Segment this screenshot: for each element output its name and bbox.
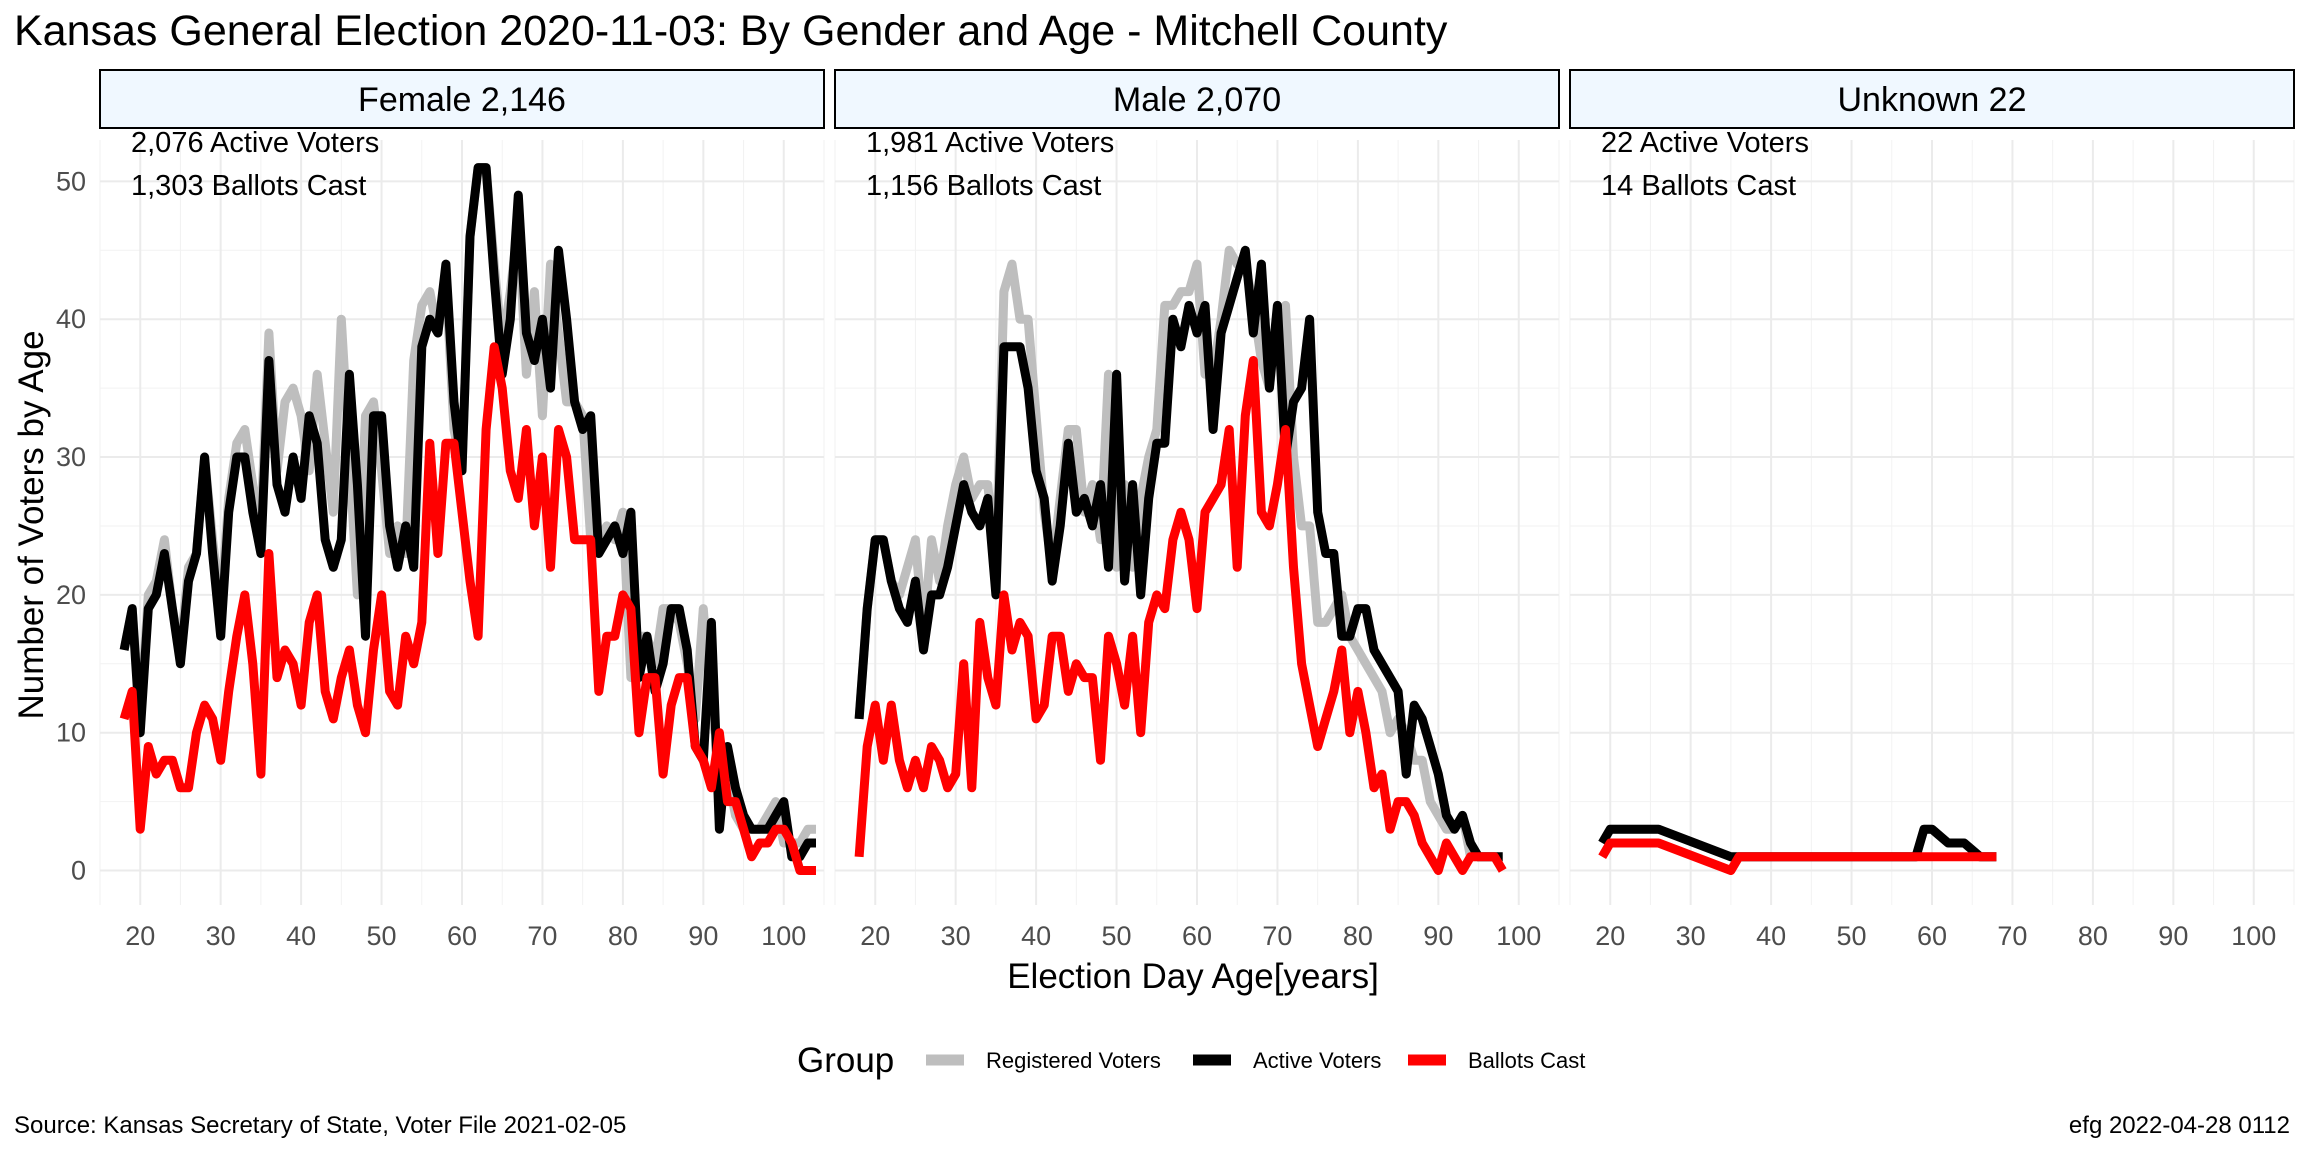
series-line-registered — [854, 245, 1503, 862]
y-tick-label: 0 — [71, 856, 86, 886]
series-line-ballots — [119, 342, 816, 875]
x-tick-label: 70 — [1997, 921, 2027, 951]
y-tick-label: 30 — [56, 442, 86, 472]
facet-strip-label: Male 2,070 — [1113, 81, 1281, 119]
x-tick-label: 40 — [286, 921, 316, 951]
x-tick-label: 80 — [1343, 921, 1373, 951]
x-tick-label: 30 — [206, 921, 236, 951]
x-tick-label: 30 — [1676, 921, 1706, 951]
y-tick-label: 50 — [56, 166, 86, 196]
series-line-ballots — [854, 356, 1507, 875]
x-tick-label: 100 — [761, 921, 806, 951]
x-tick-label: 50 — [367, 921, 397, 951]
source-caption: Source: Kansas Secretary of State, Voter… — [14, 1112, 626, 1139]
x-tick-label: 80 — [608, 921, 638, 951]
panel-annotation: 1,303 Ballots Cast — [131, 170, 366, 202]
panel-annotation: 2,076 Active Voters — [131, 127, 379, 159]
facet-strip-box — [99, 69, 825, 129]
series-line-active — [854, 245, 1503, 862]
legend-label: Active Voters — [1253, 1048, 1381, 1073]
y-tick-label: 10 — [56, 718, 86, 748]
gridlines — [1569, 140, 2295, 905]
panel-3: Unknown 22 20 30 40 50 60 70 80 90 100 22 Active V… — [1569, 69, 2295, 951]
panel-annotation: 1,981 Active Voters — [866, 127, 1114, 159]
x-tick-label: 100 — [1496, 921, 1541, 951]
x-tick-label: 70 — [527, 921, 557, 951]
x-tick-label: 50 — [1837, 921, 1867, 951]
x-tick-label: 40 — [1021, 921, 1051, 951]
gridlines — [834, 140, 1560, 905]
x-tick-label: 60 — [447, 921, 477, 951]
x-tick-label: 20 — [1595, 921, 1625, 951]
panel-annotation: 14 Ballots Cast — [1601, 170, 1796, 202]
y-tick-label: 40 — [56, 304, 86, 334]
x-tick-label: 20 — [860, 921, 890, 951]
legend-label: Ballots Cast — [1468, 1048, 1585, 1073]
panel-annotation: 1,156 Ballots Cast — [866, 170, 1101, 202]
x-tick-label: 80 — [2078, 921, 2108, 951]
timestamp-caption: efg 2022-04-28 0112 — [2069, 1112, 2290, 1139]
x-tick-label: 40 — [1756, 921, 1786, 951]
y-tick-label: 20 — [56, 580, 86, 610]
facet-strip-box — [834, 69, 1560, 129]
x-tick-label: 90 — [2158, 921, 2188, 951]
x-tick-label: 60 — [1182, 921, 1212, 951]
panel-1: Female 2,146 20 30 40 50 60 70 80 90 100 0 10 20 30 40… — [56, 69, 825, 951]
legend-title: Group — [797, 1041, 894, 1080]
x-axis-title: Election Day Age[years] — [1007, 957, 1379, 996]
facet-strip-box — [1569, 69, 2295, 129]
legend-label: Registered Voters — [986, 1048, 1161, 1073]
x-tick-label: 60 — [1917, 921, 1947, 951]
x-tick-label: 70 — [1262, 921, 1292, 951]
chart-panels: Female 2,146 20 30 40 50 60 70 80 90 100 0 10 20 30 40… — [56, 69, 2295, 951]
x-tick-label: 100 — [2231, 921, 2276, 951]
panel-annotation: 22 Active Voters — [1601, 127, 1809, 159]
x-tick-label: 20 — [125, 921, 155, 951]
facet-strip-label: Unknown 22 — [1837, 81, 2026, 119]
facet-strip-label: Female 2,146 — [358, 81, 566, 119]
y-axis-title: Number of Voters by Age — [12, 330, 51, 719]
chart-title: Kansas General Election 2020-11-03: By G… — [14, 7, 1448, 55]
x-tick-label: 90 — [688, 921, 718, 951]
x-tick-label: 50 — [1102, 921, 1132, 951]
series-line-ballots — [1598, 838, 1997, 875]
panel-2: Male 2,070 20 30 40 50 60 70 80 90 100 1,981 Activ… — [834, 69, 1560, 951]
x-tick-label: 30 — [941, 921, 971, 951]
legend: Group Registered Voters Active Voters Ballo… — [797, 1041, 1585, 1080]
x-tick-label: 90 — [1423, 921, 1453, 951]
